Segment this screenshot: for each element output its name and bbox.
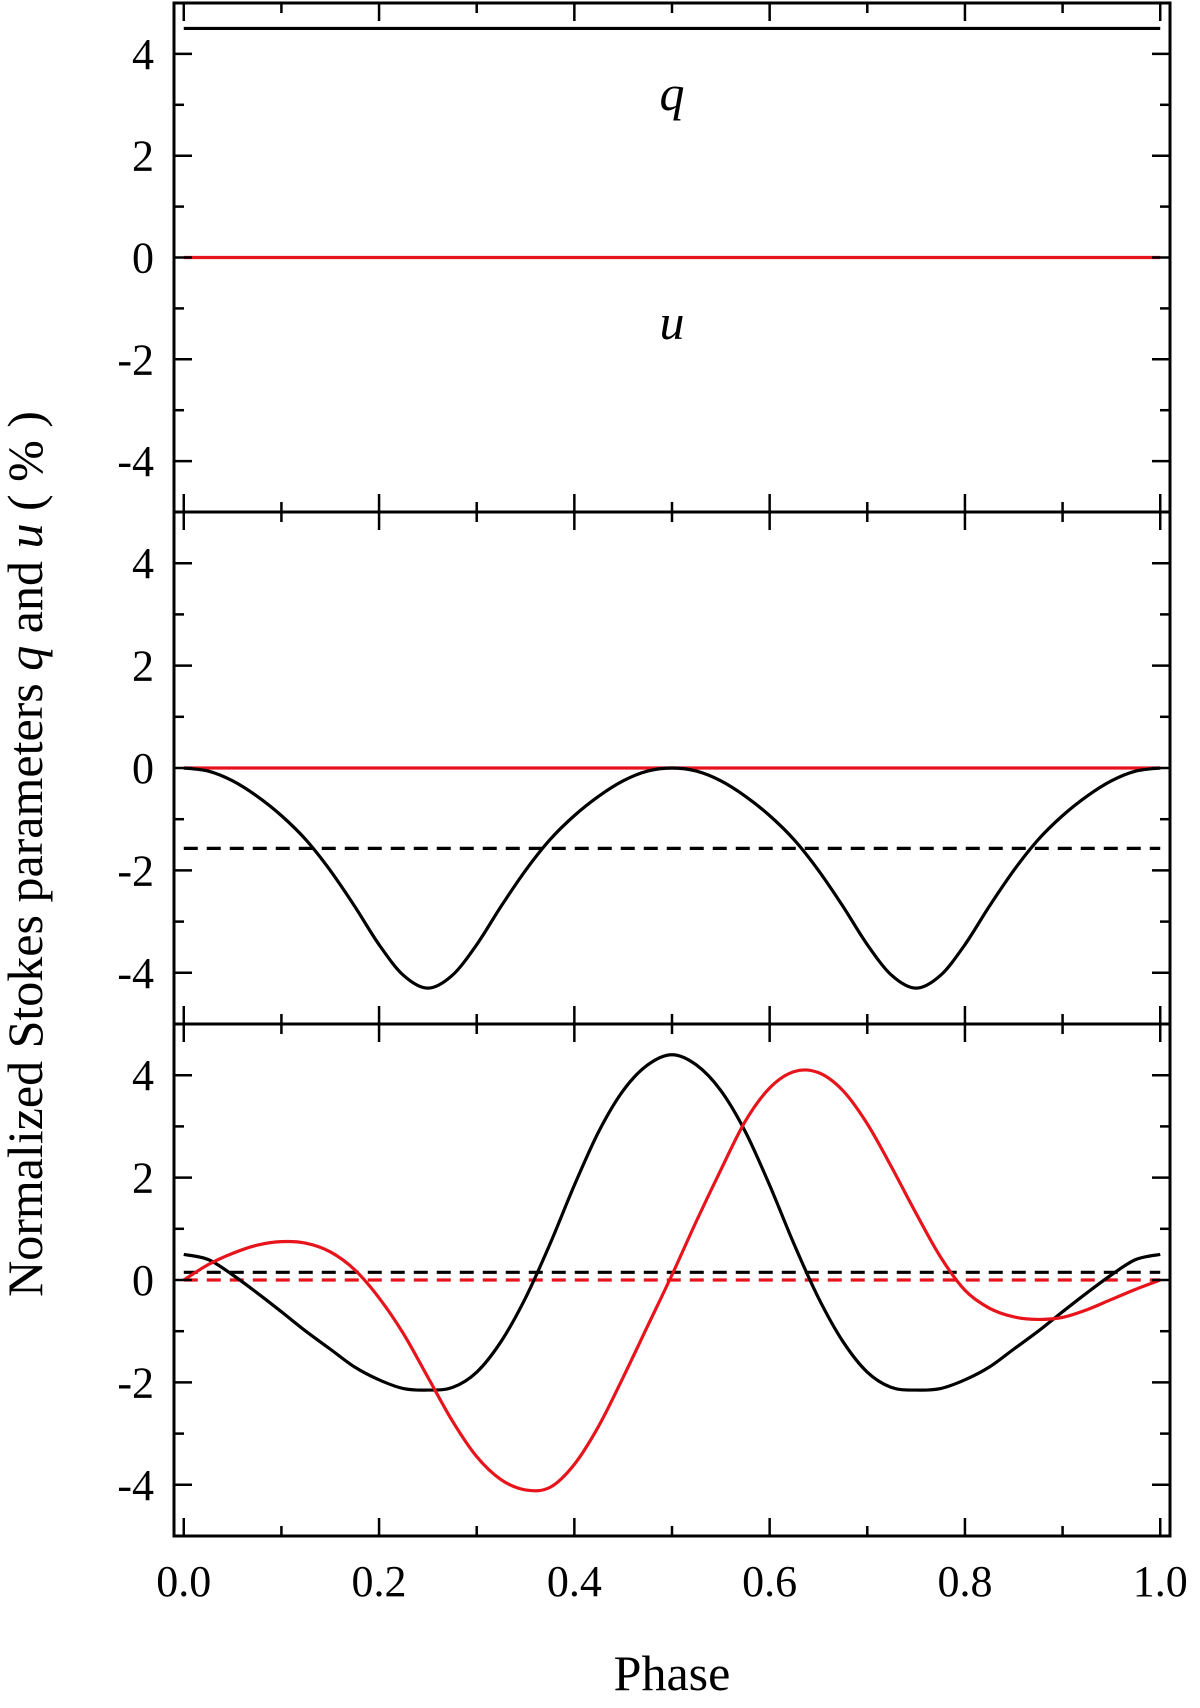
panel-middle-series xyxy=(183,766,1161,990)
panel-bottom-ytick-label: -2 xyxy=(117,1358,154,1407)
panel-bottom-q-solid-line xyxy=(183,1053,1161,1392)
x-tick-label: 0.0 xyxy=(156,1557,211,1606)
panel-top: 4 2 0 -2 -4 q u xyxy=(117,1,1172,514)
panel-bottom-u-solid-line xyxy=(182,1068,1161,1493)
panel-bottom-ytick-label: 2 xyxy=(132,1154,154,1203)
x-tick-label: 0.8 xyxy=(937,1557,992,1606)
panel-top-ytick-label: 0 xyxy=(132,234,154,283)
y-axis-title: Normalized Stokes parameters q and u ( %… xyxy=(0,411,53,1297)
panel-top-ytick-label: -2 xyxy=(117,335,154,384)
panel-middle-ytick-label: -4 xyxy=(117,949,154,998)
panel-bottom: 4 2 0 -2 -4 xyxy=(117,1022,1172,1538)
panel-middle: 4 2 0 -2 -4 xyxy=(117,510,1172,1026)
panel-middle-ytick-label: 2 xyxy=(132,642,154,691)
x-tick-label: 0.2 xyxy=(352,1557,407,1606)
panels: 4 2 0 -2 -4 q u 4 2 0 -2 -4 4 2 0 -2 -4 xyxy=(117,1,1172,1538)
panel-top-annotation-q: q xyxy=(660,65,685,121)
panel-top-annotation-u: u xyxy=(660,294,685,350)
x-tick-label: 0.6 xyxy=(742,1557,797,1606)
panel-bottom-ytick-label: 4 xyxy=(132,1051,154,1100)
panel-middle-q-solid-line xyxy=(183,766,1161,990)
x-axis-title: Phase xyxy=(614,1645,731,1701)
panel-top-series xyxy=(183,26,1161,260)
panel-top-ytick-label: -4 xyxy=(117,437,154,486)
panel-middle-ytick-label: -2 xyxy=(117,846,154,895)
x-tick-label: 0.4 xyxy=(547,1557,602,1606)
panel-bottom-series xyxy=(182,1053,1161,1493)
panel-top-ytick-label: 4 xyxy=(132,30,154,79)
panel-middle-ytick-label: 4 xyxy=(132,539,154,588)
panel-bottom-ytick-label: -4 xyxy=(117,1461,154,1510)
panel-bottom-ytick-label: 0 xyxy=(132,1256,154,1305)
x-tick-label: 1.0 xyxy=(1133,1557,1188,1606)
x-tick-labels: 0.0 0.2 0.4 0.6 0.8 1.0 xyxy=(156,1557,1187,1606)
panel-top-ytick-label: 2 xyxy=(132,132,154,181)
panel-middle-ytick-label: 0 xyxy=(132,744,154,793)
